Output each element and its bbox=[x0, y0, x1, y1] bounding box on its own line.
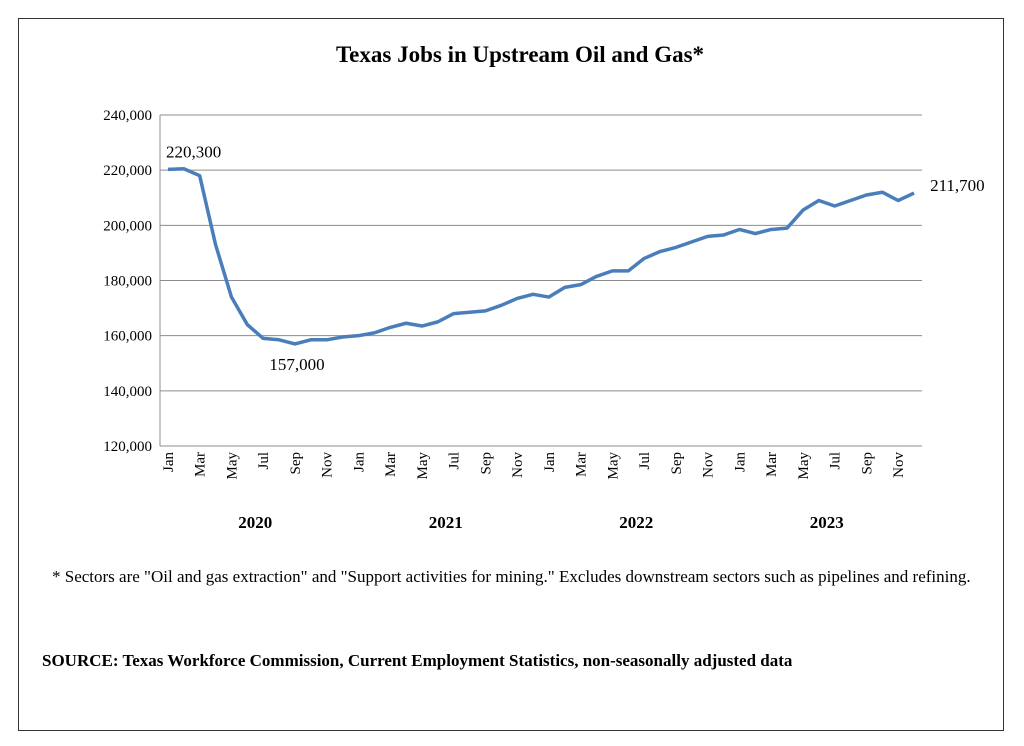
x-tick-label: Mar bbox=[383, 452, 399, 477]
x-tick-label: Nov bbox=[701, 452, 717, 478]
x-tick-label: Jul bbox=[256, 452, 272, 470]
data-label: 157,000 bbox=[269, 355, 324, 374]
x-tick-label: May bbox=[605, 452, 621, 480]
x-tick-label: Sep bbox=[288, 452, 304, 475]
y-tick-label: 220,000 bbox=[103, 163, 152, 179]
x-tick-label: Jan bbox=[351, 452, 367, 472]
chart: Texas Jobs in Upstream Oil and Gas* 120,… bbox=[103, 42, 985, 532]
x-tick-label: Mar bbox=[764, 452, 780, 477]
data-label: 220,300 bbox=[166, 142, 221, 161]
footnote: * Sectors are "Oil and gas extraction" a… bbox=[52, 567, 971, 586]
x-tick-label: May bbox=[796, 452, 812, 480]
y-tick-label: 180,000 bbox=[103, 274, 152, 290]
x-tick-label: Jul bbox=[637, 452, 653, 470]
y-tick-label: 120,000 bbox=[103, 439, 152, 455]
y-tick-label: 140,000 bbox=[103, 384, 152, 400]
x-tick-label: May bbox=[415, 452, 431, 480]
data-label: 211,700 bbox=[930, 176, 985, 195]
year-label: 2023 bbox=[810, 513, 844, 532]
x-tick-label: Jul bbox=[447, 452, 463, 470]
y-tick-label: 240,000 bbox=[103, 108, 152, 124]
x-tick-label: Sep bbox=[478, 452, 494, 475]
x-tick-label: Jan bbox=[732, 452, 748, 472]
frame bbox=[18, 18, 1004, 731]
year-label: 2021 bbox=[429, 513, 463, 532]
x-tick-label: Sep bbox=[859, 452, 875, 475]
x-tick-label: May bbox=[224, 452, 240, 480]
x-tick-label: Jul bbox=[828, 452, 844, 470]
x-tick-label: Nov bbox=[510, 452, 526, 478]
line bbox=[167, 167, 915, 346]
source: SOURCE: Texas Workforce Commission, Curr… bbox=[42, 651, 793, 670]
year-label: 2020 bbox=[238, 513, 272, 532]
x-tick-label: Sep bbox=[669, 452, 685, 475]
chart-title: Texas Jobs in Upstream Oil and Gas* bbox=[336, 42, 704, 67]
x-tick-label: Nov bbox=[891, 452, 907, 478]
year-label: 2022 bbox=[619, 513, 653, 532]
x-tick-label: Jan bbox=[542, 452, 558, 472]
x-tick-label: Mar bbox=[193, 452, 209, 477]
y-tick-label: 160,000 bbox=[103, 329, 152, 345]
x-tick-label: Mar bbox=[574, 452, 590, 477]
y-tick-label: 200,000 bbox=[103, 218, 152, 234]
x-tick-label: Jan bbox=[161, 452, 177, 472]
x-tick-label: Nov bbox=[320, 452, 336, 478]
